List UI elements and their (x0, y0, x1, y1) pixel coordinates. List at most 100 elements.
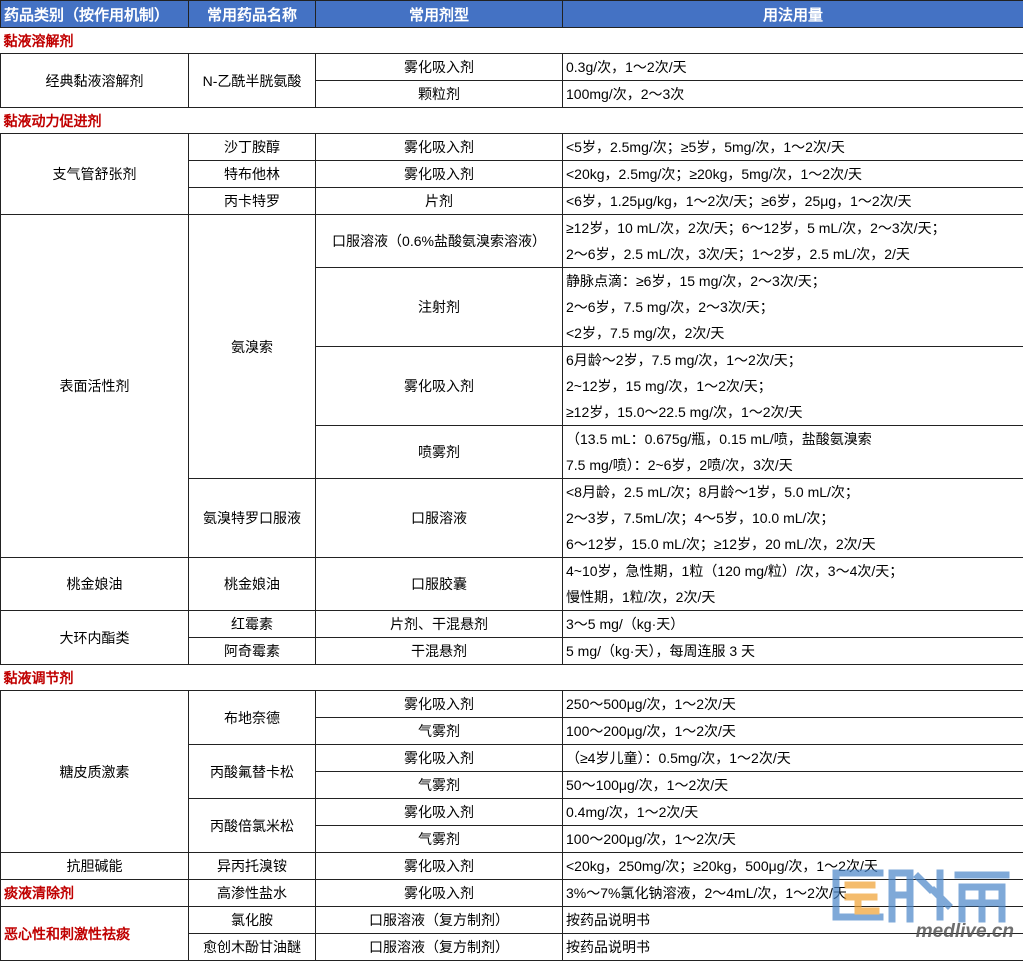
usage-dosage: 0.4mg/次，1～2次/天 (563, 799, 1023, 826)
dosage-line: 2~12岁，15 mg/次，1～2次/天； (566, 373, 1020, 399)
header-row: 药品类别（按作用机制） 常用药品名称 常用剂型 用法用量 (1, 1, 1023, 28)
drug-name: 沙丁胺醇 (189, 134, 316, 161)
dosage-line: 50～100μg/次，1～2次/天 (566, 772, 1020, 798)
section-row: 黏液溶解剂 (1, 28, 1023, 54)
usage-dosage: 100～200μg/次，1～2次/天 (563, 826, 1023, 853)
section-title: 黏液调节剂 (1, 665, 1023, 691)
dosage-form: 片剂、干混悬剂 (316, 611, 563, 638)
category-name: 经典黏液溶解剂 (1, 54, 189, 108)
table-row: 支气管舒张剂沙丁胺醇雾化吸入剂<5岁，2.5mg/次；≥5岁，5mg/次，1～2… (1, 134, 1023, 161)
usage-dosage: 静脉点滴：≥6岁，15 mg/次，2～3次/天；2～6岁，7.5 mg/次，2～… (563, 268, 1023, 347)
dosage-line: 100～200μg/次，1～2次/天 (566, 718, 1020, 744)
dosage-line: 按药品说明书 (566, 907, 1020, 933)
dosage-form: 雾化吸入剂 (316, 853, 563, 880)
drug-name: 愈创木酚甘油醚 (189, 934, 316, 961)
drug-name: 丙酸氟替卡松 (189, 745, 316, 799)
drug-name: 阿奇霉素 (189, 638, 316, 665)
usage-dosage: 4~10岁，急性期，1粒（120 mg/粒）/次，3～4次/天；慢性期，1粒/次… (563, 558, 1023, 611)
usage-dosage: 按药品说明书 (563, 934, 1023, 961)
dosage-form: 片剂 (316, 188, 563, 215)
dosage-line: （≥4岁儿童）：0.5mg/次，1～2次/天 (566, 745, 1020, 771)
drug-name: 桃金娘油 (189, 558, 316, 611)
usage-dosage: （≥4岁儿童）：0.5mg/次，1～2次/天 (563, 745, 1023, 772)
dosage-form: 气雾剂 (316, 826, 563, 853)
dosage-form: 口服溶液 (316, 479, 563, 558)
dosage-line: <5岁，2.5mg/次；≥5岁，5mg/次，1～2次/天 (566, 134, 1020, 160)
dosage-form: 雾化吸入剂 (316, 691, 563, 718)
dosage-line: 3～5 mg/（kg·天） (566, 611, 1020, 637)
dosage-line: 5 mg/（kg·天），每周连服 3 天 (566, 638, 1020, 664)
usage-dosage: ≥12岁，10 mL/次，2次/天；6～12岁，5 mL/次，2～3次/天；2～… (563, 215, 1023, 268)
drug-name: 高渗性盐水 (189, 880, 316, 907)
header-usage-dosage: 用法用量 (563, 1, 1023, 28)
category-name: 抗胆碱能 (1, 853, 189, 880)
section-title: 恶心性和刺激性祛痰 (1, 907, 189, 961)
dosage-line: 250～500μg/次，1～2次/天 (566, 691, 1020, 717)
dosage-form: 雾化吸入剂 (316, 745, 563, 772)
dosage-line: <2岁，7.5 mg/次，2次/天 (566, 320, 1020, 346)
dosage-form: 口服溶液（复方制剂） (316, 907, 563, 934)
dosage-form: 雾化吸入剂 (316, 161, 563, 188)
section-title: 黏液溶解剂 (1, 28, 1023, 54)
usage-dosage: <20kg，250mg/次；≥20kg，500μg/次，1～2次/天 (563, 853, 1023, 880)
dosage-line: <20kg，250mg/次；≥20kg，500μg/次，1～2次/天 (566, 853, 1020, 879)
header-drug-name: 常用药品名称 (189, 1, 316, 28)
category-name: 大环内酯类 (1, 611, 189, 665)
dosage-form: 雾化吸入剂 (316, 799, 563, 826)
drug-name: 异丙托溴铵 (189, 853, 316, 880)
dosage-line: <6岁，1.25μg/kg，1～2次/天；≥6岁，25μg，1～2次/天 (566, 188, 1020, 214)
dosage-form: 雾化吸入剂 (316, 347, 563, 426)
dosage-line: 7.5 mg/喷）：2~6岁，2喷/次，3次/天 (566, 452, 1020, 478)
drug-name: 红霉素 (189, 611, 316, 638)
dosage-form: 气雾剂 (316, 772, 563, 799)
section-row: 黏液调节剂 (1, 665, 1023, 691)
header-category: 药品类别（按作用机制） (1, 1, 189, 28)
usage-dosage: 100～200μg/次，1～2次/天 (563, 718, 1023, 745)
dosage-line: 100mg/次，2～3次 (566, 81, 1020, 107)
dosage-line: （13.5 mL：0.675g/瓶，0.15 mL/喷，盐酸氨溴索 (566, 426, 1020, 452)
usage-dosage: 100mg/次，2～3次 (563, 81, 1023, 108)
dosage-line: <20kg，2.5mg/次；≥20kg，5mg/次，1～2次/天 (566, 161, 1020, 187)
table-row: 抗胆碱能异丙托溴铵雾化吸入剂<20kg，250mg/次；≥20kg，500μg/… (1, 853, 1023, 880)
dosage-line: 静脉点滴：≥6岁，15 mg/次，2～3次/天； (566, 268, 1020, 294)
usage-dosage: 3～5 mg/（kg·天） (563, 611, 1023, 638)
dosage-line: 4~10岁，急性期，1粒（120 mg/粒）/次，3～4次/天； (566, 558, 1020, 584)
dosage-line: 6月龄～2岁，7.5 mg/次，1～2次/天； (566, 347, 1020, 373)
usage-dosage: <20kg，2.5mg/次；≥20kg，5mg/次，1～2次/天 (563, 161, 1023, 188)
dosage-line: 2～6岁，7.5 mg/次，2～3次/天； (566, 294, 1020, 320)
usage-dosage: 0.3g/次，1～2次/天 (563, 54, 1023, 81)
dosage-line: 100～200μg/次，1～2次/天 (566, 826, 1020, 852)
drug-name: N-乙酰半胱氨酸 (189, 54, 316, 108)
category-name: 桃金娘油 (1, 558, 189, 611)
table-row: 表面活性剂氨溴索口服溶液（0.6%盐酸氨溴索溶液）≥12岁，10 mL/次，2次… (1, 215, 1023, 268)
dosage-form: 雾化吸入剂 (316, 880, 563, 907)
section-title: 黏液动力促进剂 (1, 108, 1023, 134)
category-name: 表面活性剂 (1, 215, 189, 558)
usage-dosage: 按药品说明书 (563, 907, 1023, 934)
dosage-line: 2～6岁，2.5 mL/次，3次/天；1～2岁，2.5 mL/次，2/天 (566, 241, 1020, 267)
section-title: 痰液清除剂 (1, 880, 189, 907)
section-row: 黏液动力促进剂 (1, 108, 1023, 134)
drug-name: 布地奈德 (189, 691, 316, 745)
category-name: 支气管舒张剂 (1, 134, 189, 215)
dosage-line: 3%～7%氯化钠溶液，2～4mL/次，1～2次/天 (566, 880, 1020, 906)
usage-dosage: <8月龄，2.5 mL/次；8月龄～1岁，5.0 mL/次；2～3岁，7.5mL… (563, 479, 1023, 558)
dosage-form: 雾化吸入剂 (316, 134, 563, 161)
dosage-form: 注射剂 (316, 268, 563, 347)
dosage-form: 口服溶液（0.6%盐酸氨溴索溶液） (316, 215, 563, 268)
drug-name: 丙酸倍氯米松 (189, 799, 316, 853)
usage-dosage: 6月龄～2岁，7.5 mg/次，1～2次/天；2~12岁，15 mg/次，1～2… (563, 347, 1023, 426)
usage-dosage: <6岁，1.25μg/kg，1～2次/天；≥6岁，25μg，1～2次/天 (563, 188, 1023, 215)
drug-name: 氯化胺 (189, 907, 316, 934)
dosage-line: 0.4mg/次，1～2次/天 (566, 799, 1020, 825)
drug-name: 丙卡特罗 (189, 188, 316, 215)
dosage-form: 口服溶液（复方制剂） (316, 934, 563, 961)
dosage-form: 喷雾剂 (316, 426, 563, 479)
dosage-form: 颗粒剂 (316, 81, 563, 108)
